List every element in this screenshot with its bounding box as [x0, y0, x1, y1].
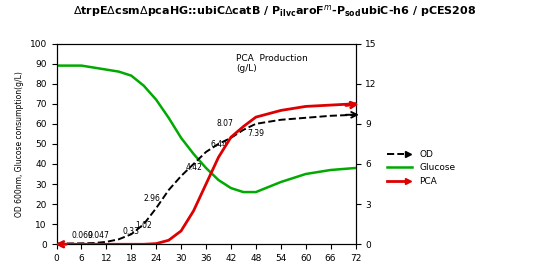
Y-axis label: OD 600nm, Glucose consumption(g/L): OD 600nm, Glucose consumption(g/L) [15, 71, 24, 217]
Text: 1.02: 1.02 [136, 221, 152, 230]
Text: 7.39: 7.39 [248, 129, 265, 138]
Text: 0.33: 0.33 [123, 227, 140, 236]
Text: 8.07: 8.07 [216, 119, 233, 128]
Text: $\Delta$trpE$\Delta$csm$\Delta$pcaHG::ubiC$\Delta$catB / $\mathregular{P_{ilvc}}: $\Delta$trpE$\Delta$csm$\Delta$pcaHG::ub… [73, 3, 476, 19]
Text: 0.069: 0.069 [71, 232, 93, 240]
Text: PCA  Production
(g/L): PCA Production (g/L) [236, 54, 307, 73]
Text: 0.047: 0.047 [88, 231, 110, 240]
Legend: OD, Glucose, PCA: OD, Glucose, PCA [384, 147, 458, 189]
Text: 4.42: 4.42 [185, 163, 202, 172]
Text: 2.96: 2.96 [144, 194, 161, 203]
Text: 6.44: 6.44 [210, 140, 227, 149]
